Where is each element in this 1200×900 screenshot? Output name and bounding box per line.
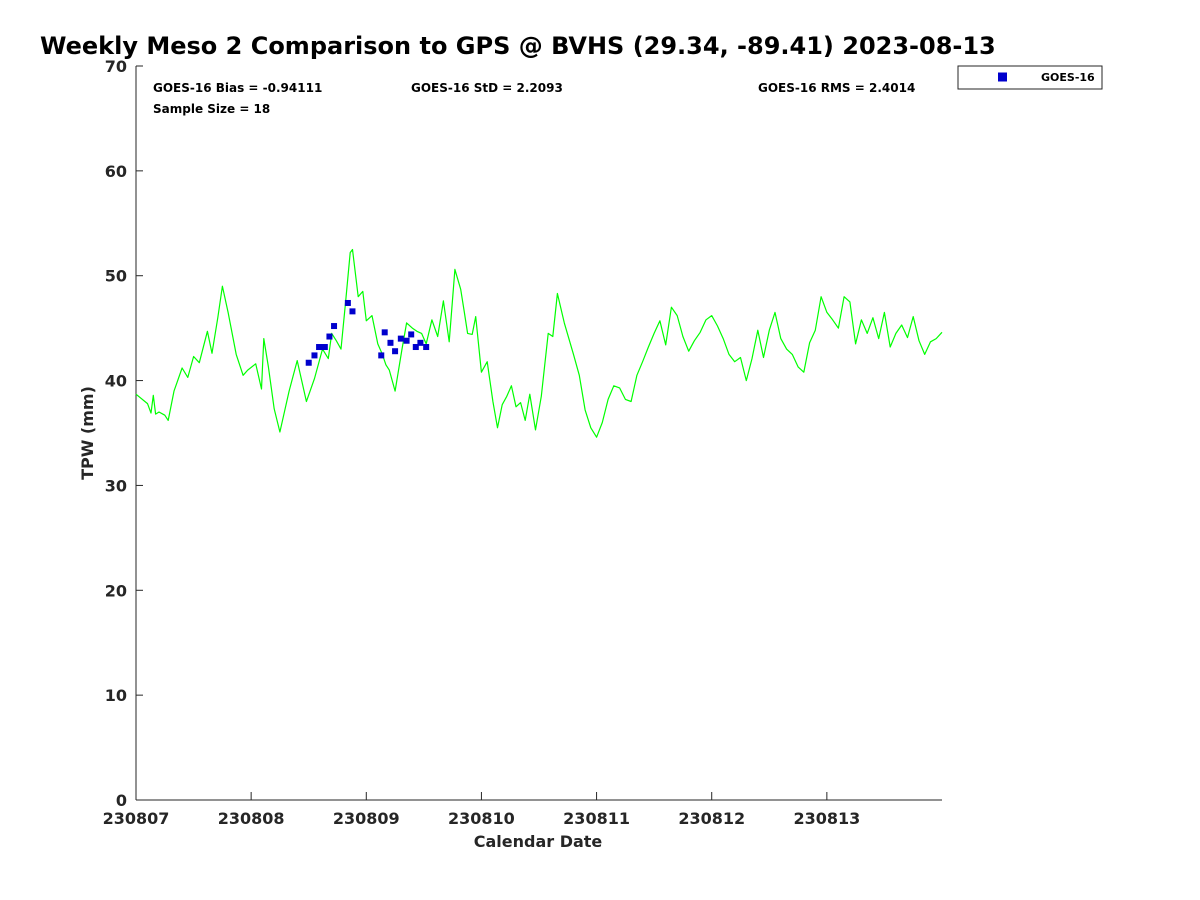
x-tick-label: 230813 [793,809,860,828]
plot-area [135,66,942,801]
goes-16-point [397,335,404,342]
x-ticks: 230807 230808 230809 230810 230811 230812 2308… [103,792,860,828]
x-tick-label: 230811 [563,809,630,828]
chart-title: Weekly Meso 2 Comparison to GPS @ BVHS (… [40,32,996,60]
y-tick-label: 20 [105,581,127,600]
stat-bias: GOES-16 Bias = -0.94111 [153,81,322,95]
goes-16-point [403,337,410,344]
y-tick-label: 70 [105,57,127,76]
gps-series [135,248,943,438]
x-tick-label: 230812 [678,809,745,828]
y-tick-label: 40 [105,372,127,391]
legend-label-goes-16: GOES-16 [1041,71,1095,84]
goes-series [305,299,430,366]
goes-16-point [381,329,388,336]
goes-16-point [378,352,385,359]
goes-16-point [305,359,312,366]
goes-16-point [311,352,318,359]
x-tick-label: 230808 [218,809,285,828]
y-tick-label: 0 [116,791,127,810]
legend-box [957,65,1103,90]
goes-16-point [423,344,430,351]
x-tick-label: 230810 [448,809,515,828]
y-tick-label: 60 [105,162,127,181]
goes-16-point [392,348,399,355]
goes-16-point [417,339,424,346]
legend-marker-goes-16 [998,72,1007,82]
goes-16-point [316,344,323,351]
goes-16-point [349,308,356,315]
y-tick-label: 10 [105,686,127,705]
goes-16-point [412,344,419,351]
goes-16-point [387,339,394,346]
legend: GOES-16 [957,65,1103,90]
stat-rms: GOES-16 RMS = 2.4014 [758,81,915,95]
stats-box: GOES-16 Bias = -0.94111 GOES-16 StD = 2.… [153,81,915,116]
goes-16-point [321,344,328,351]
x-tick-label: 230809 [333,809,400,828]
gps-line [135,248,943,438]
stat-std: GOES-16 StD = 2.2093 [411,81,563,95]
stat-sample-size: Sample Size = 18 [153,102,270,116]
goes-16-point [344,299,351,306]
y-tick-label: 50 [105,267,127,286]
y-ticks: 0 10 20 30 40 50 60 70 [105,57,143,810]
goes-16-point [326,333,333,340]
goes-16-point [331,323,338,330]
y-tick-label: 30 [105,476,127,495]
y-axis-label: TPW (mm) [78,386,97,480]
x-tick-label: 230807 [103,809,170,828]
goes-16-point [408,331,415,338]
x-axis-label: Calendar Date [474,832,603,851]
